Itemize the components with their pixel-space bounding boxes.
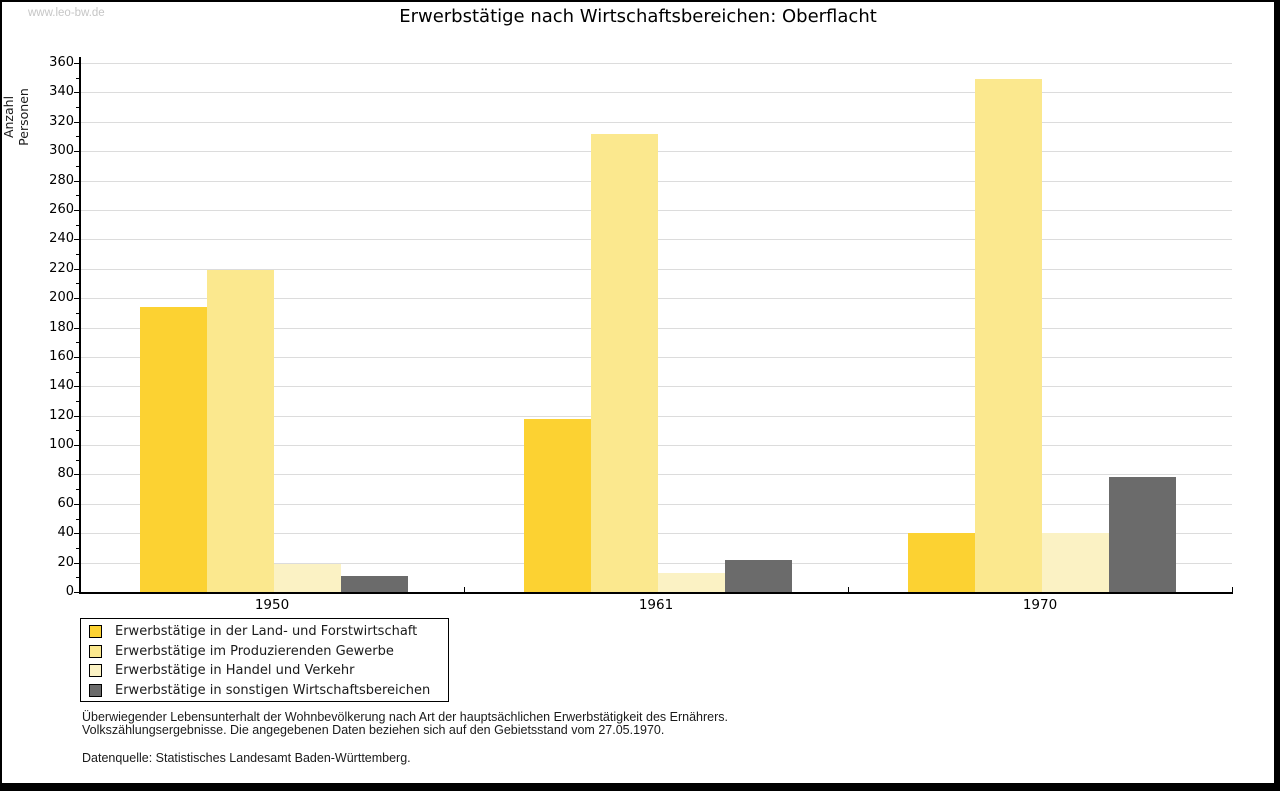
legend-label: Erwerbstätige im Produzierenden Gewerbe bbox=[115, 643, 394, 659]
y-tick-label: 320 bbox=[49, 114, 74, 129]
y-minor-tick bbox=[76, 166, 79, 167]
legend-item: Erwerbstätige in sonstigen Wirtschaftsbe… bbox=[81, 681, 448, 701]
legend-item: Erwerbstätige in Handel und Verkehr bbox=[81, 661, 448, 681]
bar-1950-series2 bbox=[207, 270, 274, 592]
y-tick bbox=[74, 239, 79, 240]
x-tick-label: 1961 bbox=[638, 597, 674, 613]
bar-1970-series4 bbox=[1109, 477, 1176, 592]
footer-datasource: Datenquelle: Statistisches Landesamt Bad… bbox=[82, 751, 411, 765]
y-tick-label: 20 bbox=[57, 555, 74, 570]
y-minor-tick bbox=[76, 254, 79, 255]
y-tick bbox=[74, 181, 79, 182]
y-tick bbox=[74, 151, 79, 152]
y-tick bbox=[74, 592, 79, 593]
y-tick-label: 180 bbox=[49, 320, 74, 335]
y-minor-tick bbox=[76, 225, 79, 226]
y-minor-tick bbox=[76, 107, 79, 108]
y-tick bbox=[74, 445, 79, 446]
y-minor-tick bbox=[76, 460, 79, 461]
y-tick-label: 240 bbox=[49, 231, 74, 246]
y-tick bbox=[74, 416, 79, 417]
x-tick-label: 1950 bbox=[254, 597, 290, 613]
x-boundary-tick bbox=[464, 587, 465, 592]
x-boundary-tick bbox=[848, 587, 849, 592]
y-tick bbox=[74, 63, 79, 64]
y-minor-tick bbox=[76, 519, 79, 520]
y-tick-label: 200 bbox=[49, 290, 74, 305]
y-tick bbox=[74, 357, 79, 358]
legend-swatch-icon bbox=[89, 664, 102, 678]
y-gridline bbox=[81, 63, 1232, 64]
y-tick-label: 160 bbox=[49, 349, 74, 364]
footer-note-line1: Überwiegender Lebensunterhalt der Wohnbe… bbox=[82, 710, 728, 724]
bar-1970-series1 bbox=[908, 533, 975, 592]
y-tick-label: 40 bbox=[57, 525, 74, 540]
y-tick bbox=[74, 298, 79, 299]
y-minor-tick bbox=[76, 78, 79, 79]
bar-1961-series2 bbox=[591, 134, 658, 592]
y-tick bbox=[74, 504, 79, 505]
bar-1970-series3 bbox=[1042, 533, 1109, 592]
x-boundary-tick bbox=[1232, 587, 1233, 592]
legend-label: Erwerbstätige in der Land- und Forstwirt… bbox=[115, 624, 418, 640]
y-minor-tick bbox=[76, 489, 79, 490]
legend-swatch-icon bbox=[89, 683, 102, 697]
bar-1950-series4 bbox=[341, 576, 408, 592]
y-tick-label: 60 bbox=[57, 496, 74, 511]
x-tick-label: 1970 bbox=[1022, 597, 1058, 613]
y-tick-label: 280 bbox=[49, 173, 74, 188]
y-tick bbox=[74, 563, 79, 564]
y-tick bbox=[74, 92, 79, 93]
y-tick bbox=[74, 474, 79, 475]
y-tick-label: 100 bbox=[49, 437, 74, 452]
y-minor-tick bbox=[76, 372, 79, 373]
y-axis-label: Anzahl Personen bbox=[1, 88, 31, 146]
legend-label: Erwerbstätige in sonstigen Wirtschaftsbe… bbox=[115, 682, 431, 698]
y-axis-line bbox=[79, 57, 81, 594]
y-tick-label: 260 bbox=[49, 202, 74, 217]
y-tick bbox=[74, 269, 79, 270]
y-gridline bbox=[81, 92, 1232, 93]
y-minor-tick bbox=[76, 430, 79, 431]
y-minor-tick bbox=[76, 195, 79, 196]
legend: Erwerbstätige in der Land- und Forstwirt… bbox=[80, 618, 449, 702]
legend-item: Erwerbstätige in der Land- und Forstwirt… bbox=[81, 622, 448, 642]
y-minor-tick bbox=[76, 283, 79, 284]
footer-note-line2: Volkszählungsergebnisse. Die angegebenen… bbox=[82, 723, 665, 737]
legend-swatch-icon bbox=[89, 644, 102, 658]
y-tick-label: 0 bbox=[65, 584, 74, 599]
y-tick bbox=[74, 386, 79, 387]
y-gridline bbox=[81, 122, 1232, 123]
y-minor-tick bbox=[76, 313, 79, 314]
bar-1970-series2 bbox=[975, 79, 1042, 592]
y-minor-tick bbox=[76, 401, 79, 402]
y-minor-tick bbox=[76, 342, 79, 343]
y-tick-label: 340 bbox=[49, 84, 74, 99]
y-minor-tick bbox=[76, 577, 79, 578]
y-tick bbox=[74, 328, 79, 329]
bar-1961-series4 bbox=[725, 560, 792, 592]
y-tick-label: 120 bbox=[49, 408, 74, 423]
y-minor-tick bbox=[76, 548, 79, 549]
y-tick bbox=[74, 122, 79, 123]
bar-1961-series3 bbox=[658, 573, 725, 592]
y-tick-label: 300 bbox=[49, 143, 74, 158]
y-tick-label: 220 bbox=[49, 261, 74, 276]
legend-label: Erwerbstätige in Handel und Verkehr bbox=[115, 663, 355, 679]
bar-1961-series1 bbox=[524, 419, 591, 592]
y-tick bbox=[74, 210, 79, 211]
y-tick-label: 140 bbox=[49, 378, 74, 393]
legend-item: Erwerbstätige im Produzierenden Gewerbe bbox=[81, 642, 448, 662]
legend-swatch-icon bbox=[89, 625, 102, 639]
page-title: Erwerbstätige nach Wirtschaftsbereichen:… bbox=[399, 6, 877, 27]
bar-1950-series1 bbox=[140, 307, 207, 592]
y-tick-label: 360 bbox=[49, 55, 74, 70]
y-tick-label: 80 bbox=[57, 466, 74, 481]
y-tick bbox=[74, 533, 79, 534]
y-minor-tick bbox=[76, 136, 79, 137]
x-axis-line bbox=[79, 592, 1233, 594]
bar-1950-series3 bbox=[274, 564, 341, 592]
watermark-link: www.leo-bw.de bbox=[28, 7, 105, 19]
